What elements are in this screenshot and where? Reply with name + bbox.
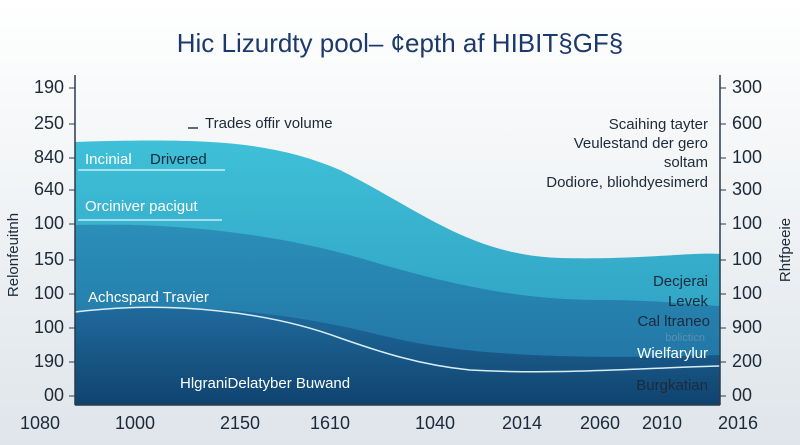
annotation: Burgkatian (636, 377, 708, 394)
left-tick-label: 150 (34, 249, 64, 269)
left-tick-label: 190 (34, 351, 64, 371)
left-axis-title: Relonfeuitnh (5, 213, 22, 297)
x-tick-label: 2014 (502, 413, 542, 433)
annotation: Drivered (150, 151, 207, 168)
annotation: Incinial (85, 151, 132, 168)
right-tick-label: 300 (732, 179, 762, 199)
annotation: Decjerai (653, 273, 708, 290)
right-tick-label: 200 (732, 351, 762, 371)
x-tick-label: 2150 (220, 413, 260, 433)
left-tick-label: 190 (34, 77, 64, 97)
annotation: Scaihing tayter (609, 116, 708, 133)
annotation: Trades offir volume (205, 115, 333, 132)
annotation: Orciniver pacigut (85, 198, 198, 215)
x-tick-label: 2060 (580, 413, 620, 433)
annotation: Wielfarylur (637, 345, 708, 362)
annotation: Levek (668, 293, 709, 310)
annotation: bolicticn (665, 332, 705, 344)
x-tick-label: 1040 (415, 413, 455, 433)
x-tick-label: 2010 (642, 413, 682, 433)
x-tick-label: 1000 (115, 413, 155, 433)
annotation: Veulestand der gero (574, 135, 708, 152)
curve-line (74, 306, 721, 373)
left-tick-label: 100 (34, 213, 64, 233)
left-tick-label: 100 (34, 317, 64, 337)
left-tick-label: 840 (34, 147, 64, 167)
left-tick-label: 00 (44, 385, 64, 405)
annotation: Cal ltraneo (637, 313, 710, 330)
right-tick-label: 00 (732, 385, 752, 405)
right-tick-label: 100 (732, 249, 762, 269)
right-tick-label: 900 (732, 317, 762, 337)
annotation: HlgraniDelatyber Buwand (180, 375, 350, 392)
left-tick-label: 640 (34, 179, 64, 199)
right-tick-label: 100 (732, 147, 762, 167)
x-tick-label: 1080 (20, 413, 60, 433)
left-tick-label: 250 (34, 113, 64, 133)
annotation: soltam (664, 154, 708, 171)
right-tick-label: 100 (732, 283, 762, 303)
x-tick-label: 2016 (718, 413, 758, 433)
right-tick-label: 300 (732, 77, 762, 97)
left-tick-label: 100 (34, 283, 64, 303)
right-axis-title: Rhtfpeeie (777, 218, 794, 282)
annotation: Dodiore, bliohdyesimerd (546, 174, 708, 191)
right-tick-label: 100 (732, 213, 762, 233)
chart-title: Hic Lizurdty pool– ¢epth af HIBIT§GF§ (177, 28, 624, 58)
annotation: Achcspard Travier (88, 289, 209, 306)
x-tick-label: 1610 (310, 413, 350, 433)
right-tick-label: 600 (732, 113, 762, 133)
